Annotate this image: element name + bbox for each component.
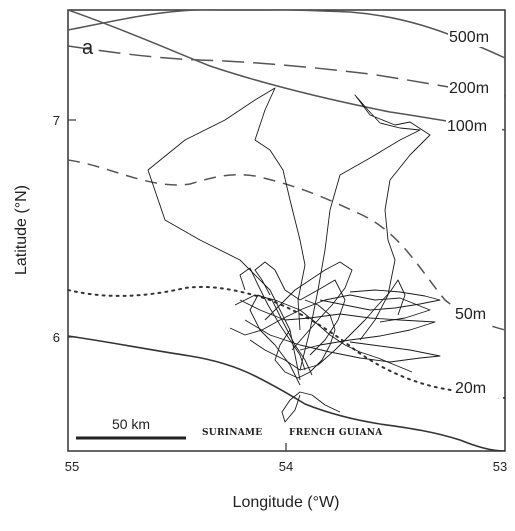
movement-track	[147, 87, 306, 381]
movement-track	[274, 299, 336, 379]
panel-letter: a	[82, 37, 94, 59]
isobath-label-100m: 100m	[447, 118, 487, 135]
tracks-layer	[147, 87, 441, 423]
isobath-label-20m: 20m	[455, 380, 486, 397]
movement-track	[254, 261, 346, 356]
movement-track	[264, 261, 353, 351]
isobath-label-500m: 500m	[449, 29, 489, 46]
isobath-500m-line	[68, 10, 505, 59]
tick-marks	[68, 119, 287, 451]
scale-bar-label: 50 km	[112, 416, 150, 432]
isobath-label-50m: 50m	[455, 306, 486, 323]
country-label-french-guiana: FRENCH GUIANA	[289, 428, 383, 438]
movement-track	[249, 294, 313, 386]
movement-track	[281, 391, 341, 423]
x-axis-label: Longitude (°W)	[233, 494, 340, 511]
country-label-suriname: SURINAME	[202, 428, 262, 438]
movement-track	[319, 289, 441, 311]
coastline	[68, 335, 505, 451]
map-layers	[68, 10, 505, 451]
isobath-200m-line	[68, 45, 505, 97]
plot-frame	[67, 9, 506, 452]
isobath-label-200m: 200m	[449, 80, 489, 97]
movement-track	[244, 319, 441, 363]
y-axis-label: Latitude (°N)	[13, 185, 30, 275]
movement-track	[239, 267, 306, 371]
y-tick-label-7: 7	[53, 113, 60, 128]
movement-track	[249, 279, 406, 371]
movement-track	[239, 299, 436, 351]
y-tick-label-6: 6	[53, 330, 60, 345]
isobath-100m-line	[68, 10, 505, 131]
movement-track	[299, 94, 431, 371]
isobath-20m-line	[68, 285, 505, 399]
isobath-50m-line	[68, 159, 505, 331]
x-tick-label-54: 54	[279, 459, 293, 474]
movement-track	[229, 309, 413, 373]
x-tick-label-55: 55	[65, 459, 79, 474]
x-tick-label-53: 53	[493, 459, 507, 474]
isobath-labels: 500m 200m 100m 50m 20m	[446, 25, 504, 398]
